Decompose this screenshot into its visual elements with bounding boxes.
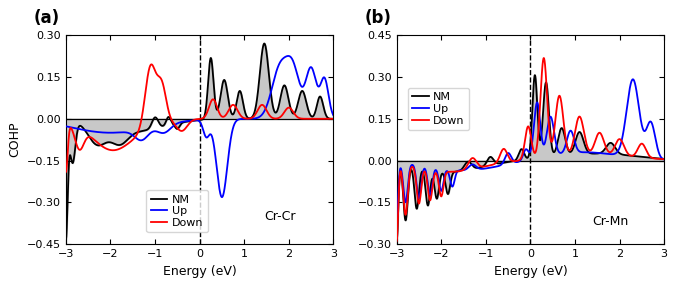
Y-axis label: COHP: COHP — [8, 122, 22, 158]
Up — [178, 120, 186, 124]
Legend: NM, Up, Down: NM, Up, Down — [146, 190, 208, 233]
Up — [483, 166, 491, 170]
NM — [533, 108, 541, 111]
X-axis label: Energy (eV): Energy (eV) — [493, 265, 567, 278]
Up — [107, 131, 115, 134]
Up — [152, 130, 160, 133]
Down — [483, 164, 491, 168]
Line: Down: Down — [397, 58, 664, 241]
X-axis label: Energy (eV): Energy (eV) — [163, 265, 237, 278]
NM — [97, 143, 105, 147]
Up — [629, 78, 637, 81]
Up — [437, 189, 445, 192]
Down — [97, 144, 105, 147]
NM — [660, 157, 668, 160]
NM — [208, 62, 216, 66]
Text: Cr-Cr: Cr-Cr — [264, 210, 295, 223]
Down — [62, 170, 70, 174]
Down — [147, 63, 155, 66]
Down — [533, 142, 541, 146]
NM — [483, 160, 491, 163]
NM — [393, 240, 401, 243]
Down — [393, 240, 401, 243]
Up — [508, 158, 516, 161]
NM — [508, 160, 516, 163]
NM — [107, 141, 115, 144]
Up — [428, 184, 436, 187]
Down — [539, 61, 547, 64]
Up — [218, 195, 226, 199]
Line: Up: Up — [397, 79, 664, 218]
NM — [178, 121, 186, 125]
Text: Cr-Mn: Cr-Mn — [593, 215, 629, 229]
Legend: NM, Up, Down: NM, Up, Down — [408, 88, 469, 130]
Up — [329, 114, 337, 117]
Line: NM: NM — [66, 43, 333, 239]
Up — [393, 216, 401, 220]
NM — [428, 177, 436, 181]
NM — [437, 172, 445, 176]
Down — [107, 148, 115, 152]
Up — [202, 136, 210, 139]
Up — [285, 54, 293, 58]
NM — [62, 237, 70, 241]
Line: Up: Up — [66, 56, 333, 197]
Line: Down: Down — [66, 64, 333, 172]
Down — [437, 194, 445, 198]
Down — [428, 188, 436, 192]
Text: (a): (a) — [34, 9, 60, 27]
Up — [62, 125, 70, 128]
Up — [660, 158, 668, 161]
NM — [329, 117, 337, 120]
Down — [540, 56, 548, 60]
Down — [152, 72, 160, 75]
Down — [178, 129, 186, 133]
Down — [508, 159, 516, 163]
NM — [202, 102, 210, 105]
NM — [539, 112, 547, 115]
Up — [539, 141, 547, 144]
Down — [203, 112, 211, 115]
Line: NM: NM — [397, 75, 664, 241]
NM — [260, 42, 268, 45]
Down — [329, 117, 337, 120]
Up — [533, 101, 541, 104]
Up — [208, 135, 216, 138]
NM — [531, 74, 539, 77]
Down — [660, 158, 668, 161]
Text: (b): (b) — [364, 9, 391, 27]
Up — [97, 131, 105, 134]
NM — [152, 116, 160, 119]
Down — [208, 98, 216, 101]
